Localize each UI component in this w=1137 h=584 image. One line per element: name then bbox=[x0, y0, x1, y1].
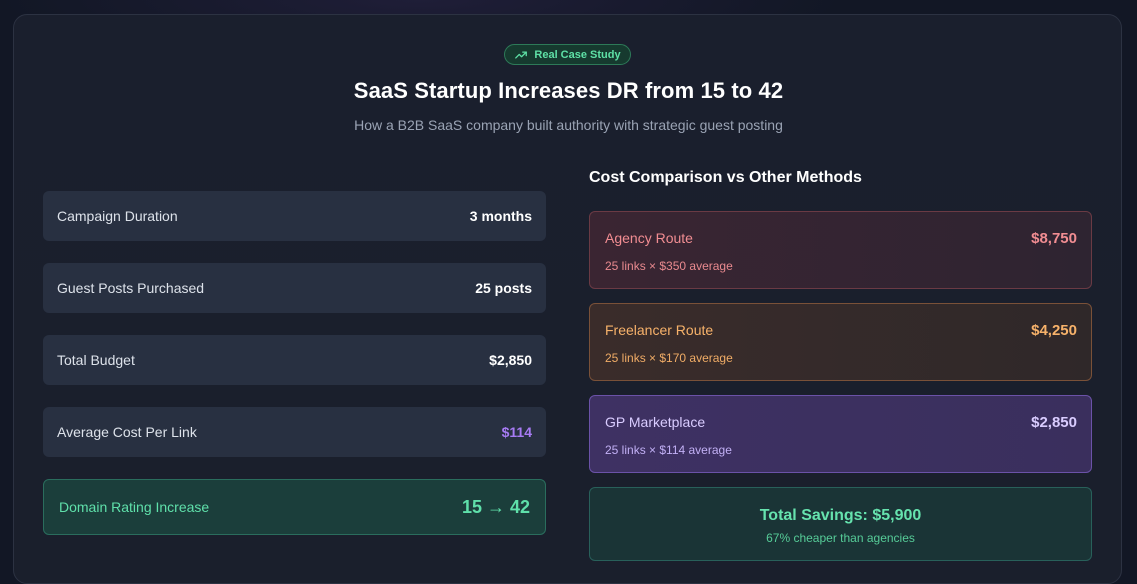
route-price: $4,250 bbox=[1031, 322, 1077, 339]
stat-value: 3 months bbox=[469, 208, 532, 224]
stat-value: 15 → 42 bbox=[461, 496, 530, 517]
stat-total-budget: Total Budget $2,850 bbox=[43, 335, 546, 385]
page-subtitle: How a B2B SaaS company built authority w… bbox=[354, 117, 783, 133]
stat-label: Total Budget bbox=[57, 352, 135, 368]
stat-campaign-duration: Campaign Duration 3 months bbox=[43, 191, 546, 241]
stat-label: Average Cost Per Link bbox=[57, 424, 197, 440]
stat-guest-posts: Guest Posts Purchased 25 posts bbox=[43, 263, 546, 313]
route-gp-marketplace: GP Marketplace $2,850 25 links × $114 av… bbox=[589, 395, 1092, 473]
route-detail: 25 links × $350 average bbox=[605, 259, 733, 273]
badge-label: Real Case Study bbox=[534, 48, 621, 61]
comparison-title: Cost Comparison vs Other Methods bbox=[589, 169, 862, 186]
route-price: $2,850 bbox=[1031, 414, 1077, 431]
route-agency: Agency Route $8,750 25 links × $350 aver… bbox=[589, 211, 1092, 289]
stat-label: Domain Rating Increase bbox=[59, 499, 210, 515]
savings-total: Total Savings: $5,900 bbox=[759, 507, 922, 524]
route-name: Agency Route bbox=[605, 230, 693, 246]
stat-value: $114 bbox=[501, 424, 532, 440]
stat-domain-rating: Domain Rating Increase 15 → 42 bbox=[43, 479, 546, 535]
savings-note: 67% cheaper than agencies bbox=[766, 531, 915, 545]
route-detail: 25 links × $114 average bbox=[605, 443, 732, 457]
page-title: SaaS Startup Increases DR from 15 to 42 bbox=[353, 78, 784, 103]
route-detail: 25 links × $170 average bbox=[605, 351, 733, 365]
route-name: GP Marketplace bbox=[605, 414, 706, 430]
route-name: Freelancer Route bbox=[605, 322, 714, 338]
trending-up-icon bbox=[515, 50, 528, 59]
stat-value: 25 posts bbox=[475, 280, 532, 296]
stat-label: Campaign Duration bbox=[57, 208, 178, 224]
stat-value: $2,850 bbox=[489, 352, 532, 368]
stat-label: Guest Posts Purchased bbox=[57, 280, 205, 296]
stat-average-cost: Average Cost Per Link $114 bbox=[43, 407, 546, 457]
case-study-badge: Real Case Study bbox=[504, 44, 631, 65]
route-freelancer: Freelancer Route $4,250 25 links × $170 … bbox=[589, 303, 1092, 381]
route-price: $8,750 bbox=[1031, 230, 1077, 247]
total-savings-box: Total Savings: $5,900 67% cheaper than a… bbox=[589, 487, 1092, 561]
